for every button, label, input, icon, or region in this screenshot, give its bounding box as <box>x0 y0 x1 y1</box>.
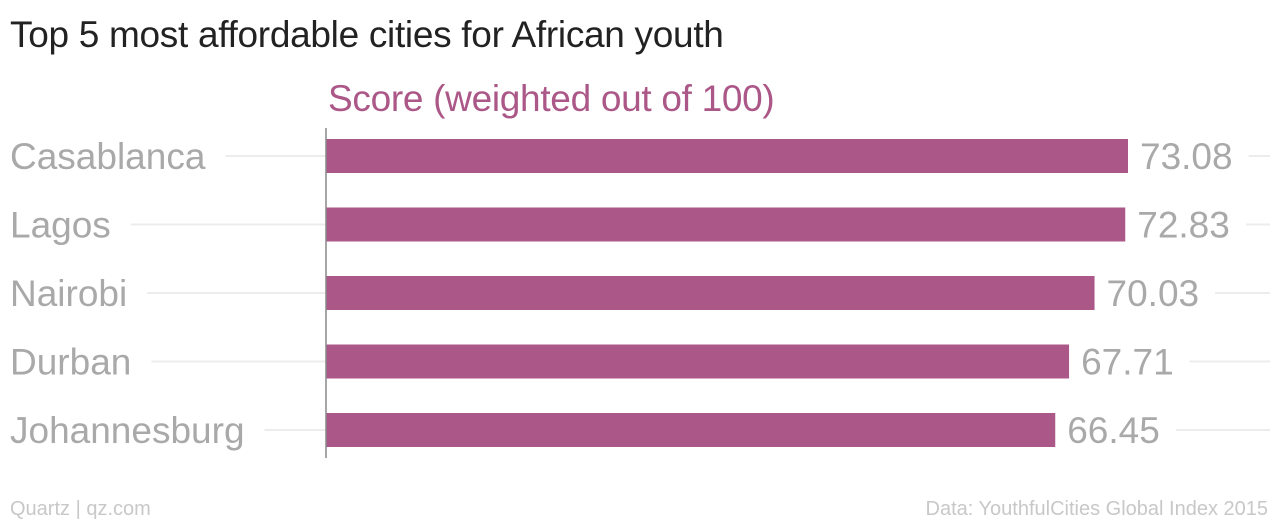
bar-nairobi <box>326 276 1095 310</box>
series-label: Score (weighted out of 100) <box>328 78 775 119</box>
category-label: Nairobi <box>10 273 127 314</box>
value-label: 67.71 <box>1081 342 1174 383</box>
bar-lagos <box>326 207 1126 242</box>
value-label: 72.83 <box>1137 205 1230 246</box>
category-label: Johannesburg <box>10 410 245 451</box>
category-label: Lagos <box>10 205 111 246</box>
chart-title: Top 5 most affordable cities for African… <box>10 14 724 55</box>
value-label: 73.08 <box>1140 136 1233 177</box>
value-label: 66.45 <box>1067 410 1160 451</box>
bar-johannesburg <box>326 413 1056 447</box>
bar-durban <box>326 344 1070 379</box>
data-source: Data: YouthfulCities Global Index 2015 <box>925 498 1268 520</box>
category-label: Durban <box>10 342 131 383</box>
category-label: Casablanca <box>10 136 206 177</box>
value-label: 70.03 <box>1107 273 1200 314</box>
source-credit: Quartz | qz.com <box>10 498 151 520</box>
bar-casablanca <box>326 139 1128 173</box>
